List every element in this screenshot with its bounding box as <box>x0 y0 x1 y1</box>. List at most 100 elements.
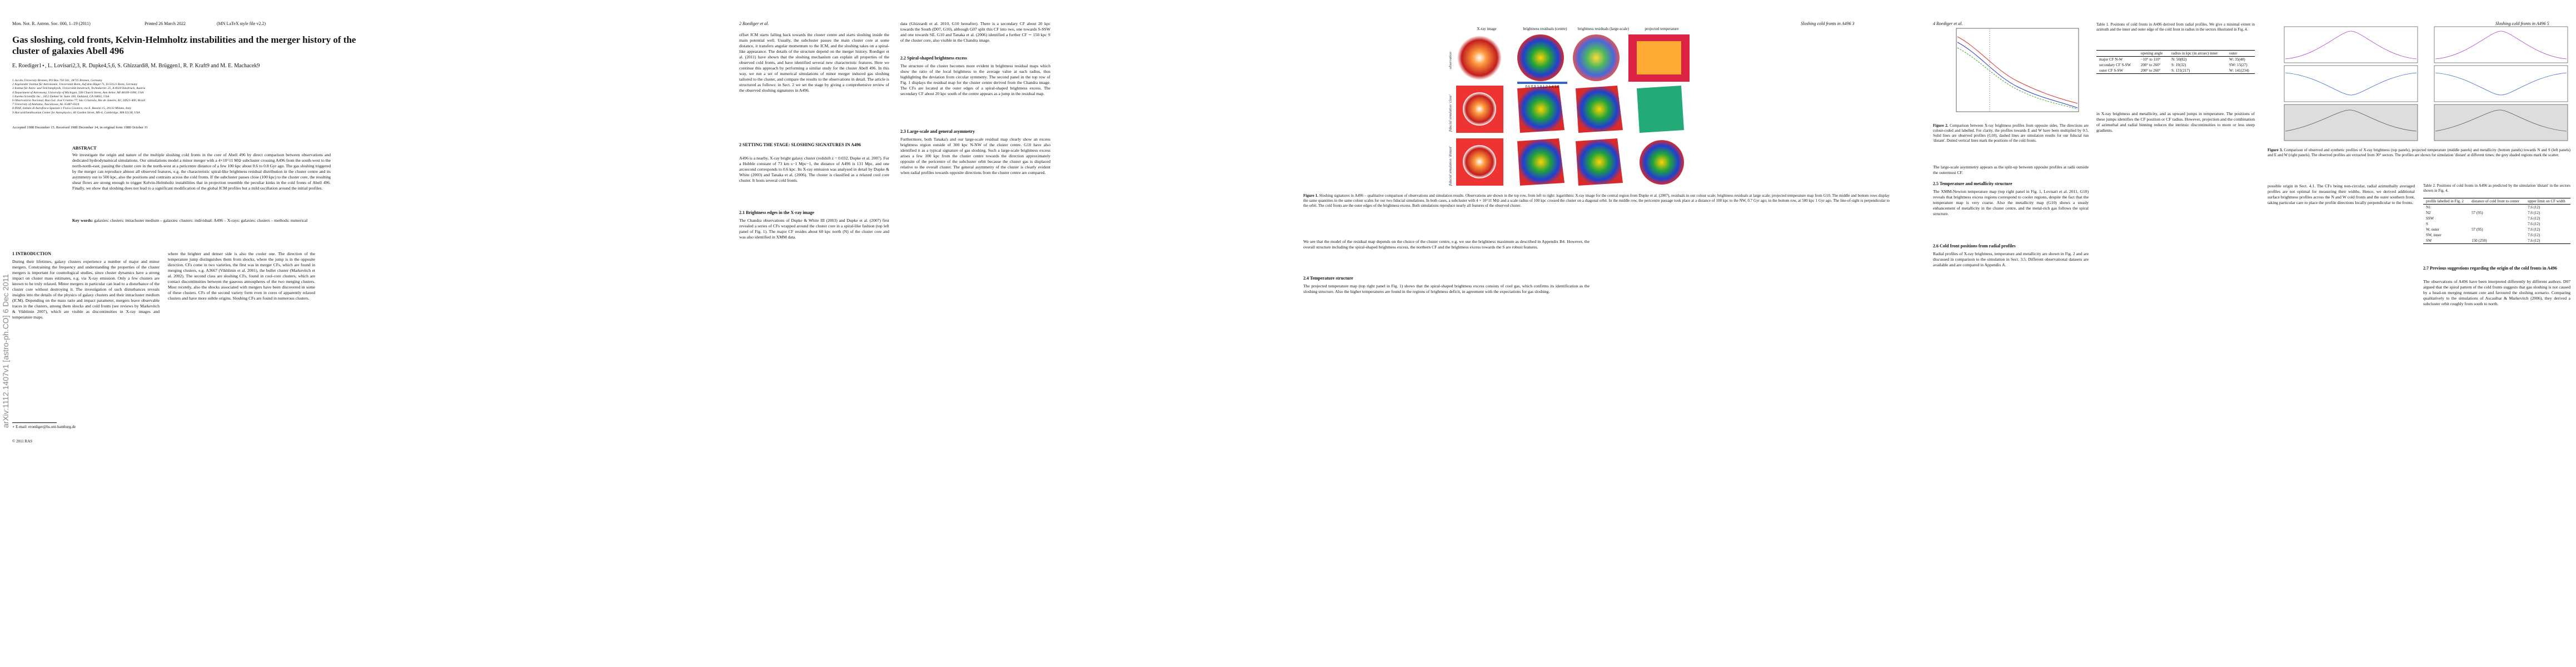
table-cell: SSW <box>2426 216 2434 221</box>
table-row: S 7.6 (12) <box>2423 221 2570 227</box>
table-cell: 150 (250) <box>2472 238 2487 243</box>
figure-3 <box>2284 26 2568 141</box>
subsection-heading: 2.1 Brightness edges in the X-ray image <box>739 210 814 215</box>
running-header: Sloshing cold fronts in A496 3 <box>1801 21 1855 26</box>
table-cell: 200° to 260° <box>2140 63 2161 67</box>
table-cell: 57 (95) <box>2472 211 2483 215</box>
table-cell <box>2469 221 2525 227</box>
affiliation: 3 Institut für Astro- und Teilchenphysik… <box>12 87 146 91</box>
table-header-cell: opening angle <box>2140 51 2163 56</box>
table-cell: SW <box>2426 238 2432 243</box>
table-cell: N1 <box>2426 205 2431 210</box>
table-header-cell: radius in kpc (in arcsec) inner <box>2171 51 2218 56</box>
abstract-heading: ABSTRACT <box>72 146 97 151</box>
keywords: Key words: galaxies: clusters: intraclus… <box>72 218 331 230</box>
panel-title: brightness residuals (large-scale) <box>1577 27 1629 31</box>
paragraph: The Chandra observations of Dupke & Whit… <box>739 218 889 240</box>
table-header-cell: outer <box>2229 51 2238 56</box>
table-row: N1 7.6 (12) <box>2423 205 2570 211</box>
figure-caption: Figure 3. Comparison of observed and syn… <box>2268 148 2570 179</box>
table-row: N2 57 (95) 7.6 (12) <box>2423 210 2570 216</box>
caption-text: Sloshing signatures in A496 – qualitativ… <box>1303 193 1890 208</box>
table-cell: 7.6 (12) <box>2528 222 2540 226</box>
table-header-cell: upper limit on CF width <box>2528 199 2565 203</box>
table-row: SW, inner 7.6 (12) <box>2423 232 2570 238</box>
affiliation: 6 Observatório Nacional, Rua Gal. José C… <box>12 99 146 103</box>
table-cell: 7.6 (12) <box>2528 227 2540 232</box>
table-cell: W, outer <box>2426 227 2439 232</box>
caption-label: Figure 1. <box>1303 193 1318 198</box>
running-header: Sloshing cold fronts in A496 5 <box>2495 21 2549 26</box>
subsection-heading: 2.7 Previous suggestions regarding the o… <box>2423 266 2557 271</box>
figure-1 <box>1456 34 1690 186</box>
table-cell: S <box>2426 222 2428 226</box>
journal-header: Mon. Not. R. Astron. Soc. 000, 1–19 (201… <box>12 21 91 26</box>
table-cell: 7.6 (12) <box>2528 211 2540 215</box>
table-cell: N: 50(82) <box>2171 57 2187 62</box>
affiliation: 9 Harvard/Smithsonian Center for Astroph… <box>12 111 140 115</box>
affiliation: 2 Argelander Institut für Astronomie, Un… <box>12 83 138 87</box>
paragraph: Furthermore, both Tanaka's and our large… <box>900 137 1050 175</box>
table-cell: S: 131(217) <box>2171 68 2190 73</box>
paragraph: where the brighter and denser side is al… <box>168 251 315 301</box>
figure-panels <box>1456 34 1690 186</box>
colorbar-ticks: 0.6 0.8 1.0 1.2 1.4 1.6 <box>1525 84 1559 89</box>
affiliation: 1 Jacobs University Bremen, PO Box 750 5… <box>12 79 102 82</box>
figure-plot <box>2284 26 2568 141</box>
affiliation: 8 INAF, Istituto di Astrofisica Spaziale… <box>12 107 132 111</box>
table-caption: Table 2. Positions of cold fronts in A49… <box>2423 183 2570 193</box>
table-cell <box>2469 216 2525 221</box>
paragraph: data (Ghizzardi et al. 2010, G10 hereaft… <box>900 21 1050 43</box>
table-header-row: profile labelled in Fig. 2 distance of co… <box>2423 198 2570 205</box>
caption-text: Comparison of observed and synthetic pro… <box>2268 148 2570 157</box>
section-heading: 1 INTRODUCTION <box>12 251 52 256</box>
subsection-heading: 2.6 Cold front positions from radial pro… <box>1933 243 2016 248</box>
table-row: major CF N-W −10° to 110° N: 50(82) W: 35(4… <box>2096 57 2255 63</box>
table-cell: major CF N-W <box>2099 57 2123 62</box>
paragraph: The XMM-Newton temperature map (top righ… <box>1933 189 2089 216</box>
paragraph: The observations of A496 have been inter… <box>2423 279 2570 306</box>
table-cell <box>2469 232 2525 238</box>
panel-title: brightness residuals (centre) <box>1523 27 1567 31</box>
paragraph: A496 is a nearby, X-ray bright galaxy cl… <box>739 156 889 183</box>
section-heading: 2 SETTING THE STAGE: SLOSHING SIGNATURES… <box>739 142 861 147</box>
footnote: ⋆ E-mail: eroediger@hs.uni-hamburg.de <box>12 425 76 429</box>
paragraph: We see that the model of the residual ma… <box>1303 239 1590 250</box>
print-date: Printed 26 March 2022 <box>145 21 186 26</box>
figure-2 <box>1956 28 2079 112</box>
caption-label: Figure 2. <box>1933 123 1949 128</box>
footnote-rule <box>12 422 57 423</box>
table-cell: S: 19(32) <box>2171 63 2186 67</box>
paragraph: in X-ray brightness and metallicity, and… <box>2096 111 2255 133</box>
paragraph: offset ICM starts falling back towards t… <box>739 32 889 93</box>
paragraph: The large-scale asymmetry appears as the… <box>1933 165 2089 175</box>
table-row: W, outer 57 (95) 7.6 (12) <box>2423 227 2570 232</box>
arxiv-id: arXiv:1112.1407v1 [astro-ph.CO] 6 Dec 20… <box>1 273 10 428</box>
panel-title: projected temperature <box>1645 27 1679 31</box>
table-cell: W: 35(40) <box>2229 57 2245 62</box>
table-cell <box>2469 205 2525 211</box>
affiliation: 7 University of Alabama, Tuscaloosa, AL … <box>12 103 79 107</box>
table-row: SW 150 (250) 7.6 (12) <box>2423 238 2570 244</box>
abstract: We investigate the origin and nature of … <box>72 152 331 191</box>
caption-text: Comparison between X-ray brightness prof… <box>1933 123 2089 143</box>
row-label: fiducial simulation 'close' <box>1448 94 1453 132</box>
subsection-heading: 2.5 Temperature and metallicity structur… <box>1933 181 2012 186</box>
paragraph: The structure of the cluster becomes mor… <box>900 63 1050 96</box>
caption-label: Figure 3. <box>2268 148 2283 152</box>
table-cell: W: 141(234) <box>2229 68 2249 73</box>
table-row: secondary CF S-SW 200° to 260° S: 19(32) SW… <box>2096 62 2255 68</box>
row-label: fiducial simulation 'distant' <box>1448 146 1453 186</box>
table-cell: 57 (95) <box>2472 227 2483 232</box>
paragraph: During their lifetimes, galaxy clusters … <box>12 259 160 320</box>
table-cell: secondary CF S-SW <box>2099 63 2131 67</box>
table-cell: N2 <box>2426 211 2431 215</box>
table-2: profile labelled in Fig. 2 distance of co… <box>2423 198 2570 244</box>
figure-caption: Figure 1. Sloshing signatures in A496 – … <box>1303 193 1890 233</box>
table-1: opening angle radius in kpc (in arcsec) i… <box>2096 50 2255 74</box>
table-cell: −10° to 110° <box>2140 57 2161 62</box>
table-header-cell <box>2096 51 2138 57</box>
style-file: (MN LaTeX style file v2.2) <box>217 21 266 26</box>
paragraph: Radial profiles of X-ray brightness, tem… <box>1933 251 2089 267</box>
